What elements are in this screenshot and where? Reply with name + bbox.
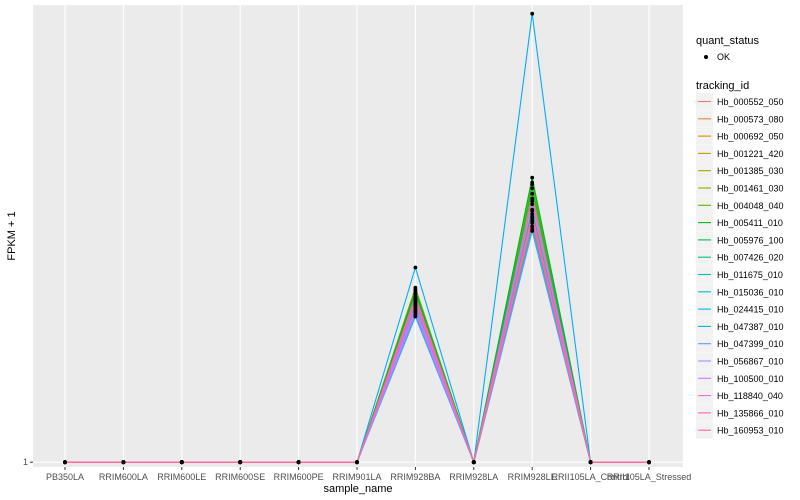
data-point (530, 186, 535, 191)
legend-label: Hb_056867_010 (717, 357, 784, 367)
legend-label: Hb_118840_040 (717, 391, 783, 401)
legend-label: Hb_135866_010 (717, 408, 784, 418)
legend-label: Hb_047399_010 (717, 339, 784, 349)
data-point (413, 294, 418, 299)
x-tick-label: RRIM901LA (332, 472, 381, 482)
data-point (238, 460, 243, 465)
data-point (296, 460, 301, 465)
data-point (530, 175, 535, 180)
x-tick-label: RRIM600PE (274, 472, 324, 482)
x-tick-label: RRIM600LA (99, 472, 148, 482)
data-point (530, 228, 535, 233)
data-point (530, 196, 535, 201)
legend-label: Hb_001385_030 (717, 166, 784, 176)
y-axis-title: FPKM + 1 (6, 211, 18, 260)
legend-label: Hb_000692_050 (717, 132, 784, 142)
data-point (413, 289, 418, 293)
legend-label: Hb_011675_010 (717, 270, 783, 280)
legend-label: Hb_047387_010 (717, 322, 784, 332)
data-point (530, 208, 535, 213)
data-point (647, 460, 651, 465)
data-point (413, 306, 418, 310)
x-tick-label: RRIM600LE (157, 472, 206, 482)
legend-label: Hb_001221_420 (717, 149, 784, 159)
data-point (530, 11, 535, 16)
x-tick-label: RRIM600SE (215, 472, 265, 482)
data-point (413, 309, 418, 313)
data-point (413, 285, 418, 290)
data-point (121, 460, 126, 465)
legend-label: Hb_005411_010 (717, 218, 783, 228)
data-point (413, 301, 418, 306)
x-axis-ticks: PB350LA RRIM600LA RRIM600LE RRIM600SE RRIM60… (46, 467, 691, 482)
data-point (530, 191, 535, 196)
data-point (471, 460, 476, 465)
legend-label: Hb_000573_080 (717, 114, 784, 124)
data-point (588, 460, 593, 465)
x-tick-label: PB350LA (46, 472, 84, 482)
data-point (530, 212, 535, 216)
y-tick-label: 1 (23, 457, 28, 467)
data-point (413, 265, 418, 270)
panel-background (33, 5, 683, 467)
data-point (530, 216, 535, 220)
legend-label: Hb_100500_010 (717, 374, 784, 384)
x-tick-label: RRIM928LA (449, 472, 498, 482)
x-tick-label: RRIM928LE (508, 472, 557, 482)
data-point (530, 202, 535, 207)
legend-label: Hb_005976_100 (717, 235, 784, 245)
legend-label: Hb_001461_030 (717, 184, 784, 194)
legend-label: Hb_160953_010 (717, 426, 784, 436)
legend-tracking-id-title: tracking_id (696, 80, 749, 92)
y-axis-ticks: 1 (23, 457, 33, 467)
legend-label: Hb_015036_010 (717, 287, 784, 297)
data-point (530, 218, 535, 223)
data-point (413, 298, 418, 303)
legend-label: Hb_004048_040 (717, 201, 784, 211)
data-point (530, 199, 535, 204)
legend-label: Hb_007426_020 (717, 253, 784, 263)
data-point (179, 460, 184, 465)
data-point (530, 180, 535, 185)
x-tick-label: RRIM928BA (390, 472, 440, 482)
legend-label: Hb_000552_050 (717, 97, 784, 107)
legend: quant_status OK tracking_id Hb_000552_05… (696, 35, 784, 439)
data-point (413, 312, 418, 317)
legend-items: Hb_000552_050 Hb_000573_080 Hb_000692_050 H… (696, 93, 784, 439)
x-axis-title: sample_name (323, 483, 392, 495)
legend-ok-label: OK (717, 52, 730, 62)
x-tick-label: RRII105LA_Stressed (607, 472, 692, 482)
legend-label: Hb_024415_010 (717, 305, 784, 315)
data-point (355, 460, 359, 465)
legend-quant-status-title: quant_status (696, 35, 759, 47)
data-point (63, 460, 67, 465)
legend-ok-dot (704, 55, 708, 59)
x-tick-label: RRII105LA_Control (552, 472, 630, 482)
data-points (63, 11, 651, 465)
